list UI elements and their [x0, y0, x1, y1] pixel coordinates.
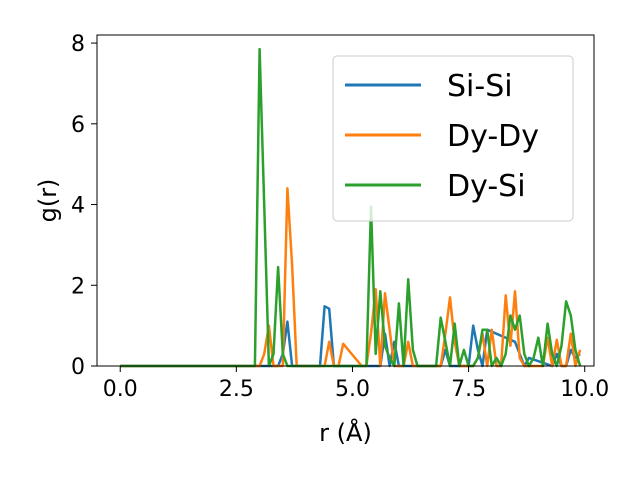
legend-box	[332, 55, 574, 222]
x-tick-label: 10.0	[560, 377, 609, 402]
y-axis-label: g(r)	[34, 179, 62, 223]
legend-label-dy-dy: Dy-Dy	[447, 119, 539, 154]
legend-label-si-si: Si-Si	[447, 69, 513, 104]
plot-frame	[96, 34, 595, 367]
y-tick-label: 4	[71, 194, 85, 219]
y-tick-label: 6	[71, 113, 85, 138]
x-tick-label: 7.5	[451, 377, 486, 402]
x-axis-label: r (Å)	[319, 418, 372, 447]
x-tick-label: 0.0	[103, 377, 138, 402]
x-tick-label: 5.0	[335, 377, 370, 402]
y-tick-label: 0	[71, 355, 85, 380]
y-tick-label: 8	[71, 32, 85, 57]
legend-label-dy-si: Dy-Si	[447, 169, 526, 204]
y-tick-label: 2	[71, 274, 85, 299]
x-tick-label: 2.5	[219, 377, 254, 402]
x-axis: 0.0 2.5 5.0 7.5 10.0	[103, 366, 609, 402]
legend: Si-Si Dy-Dy Dy-Si	[332, 55, 574, 222]
y-axis: 0 2 4 6 8	[71, 32, 97, 380]
